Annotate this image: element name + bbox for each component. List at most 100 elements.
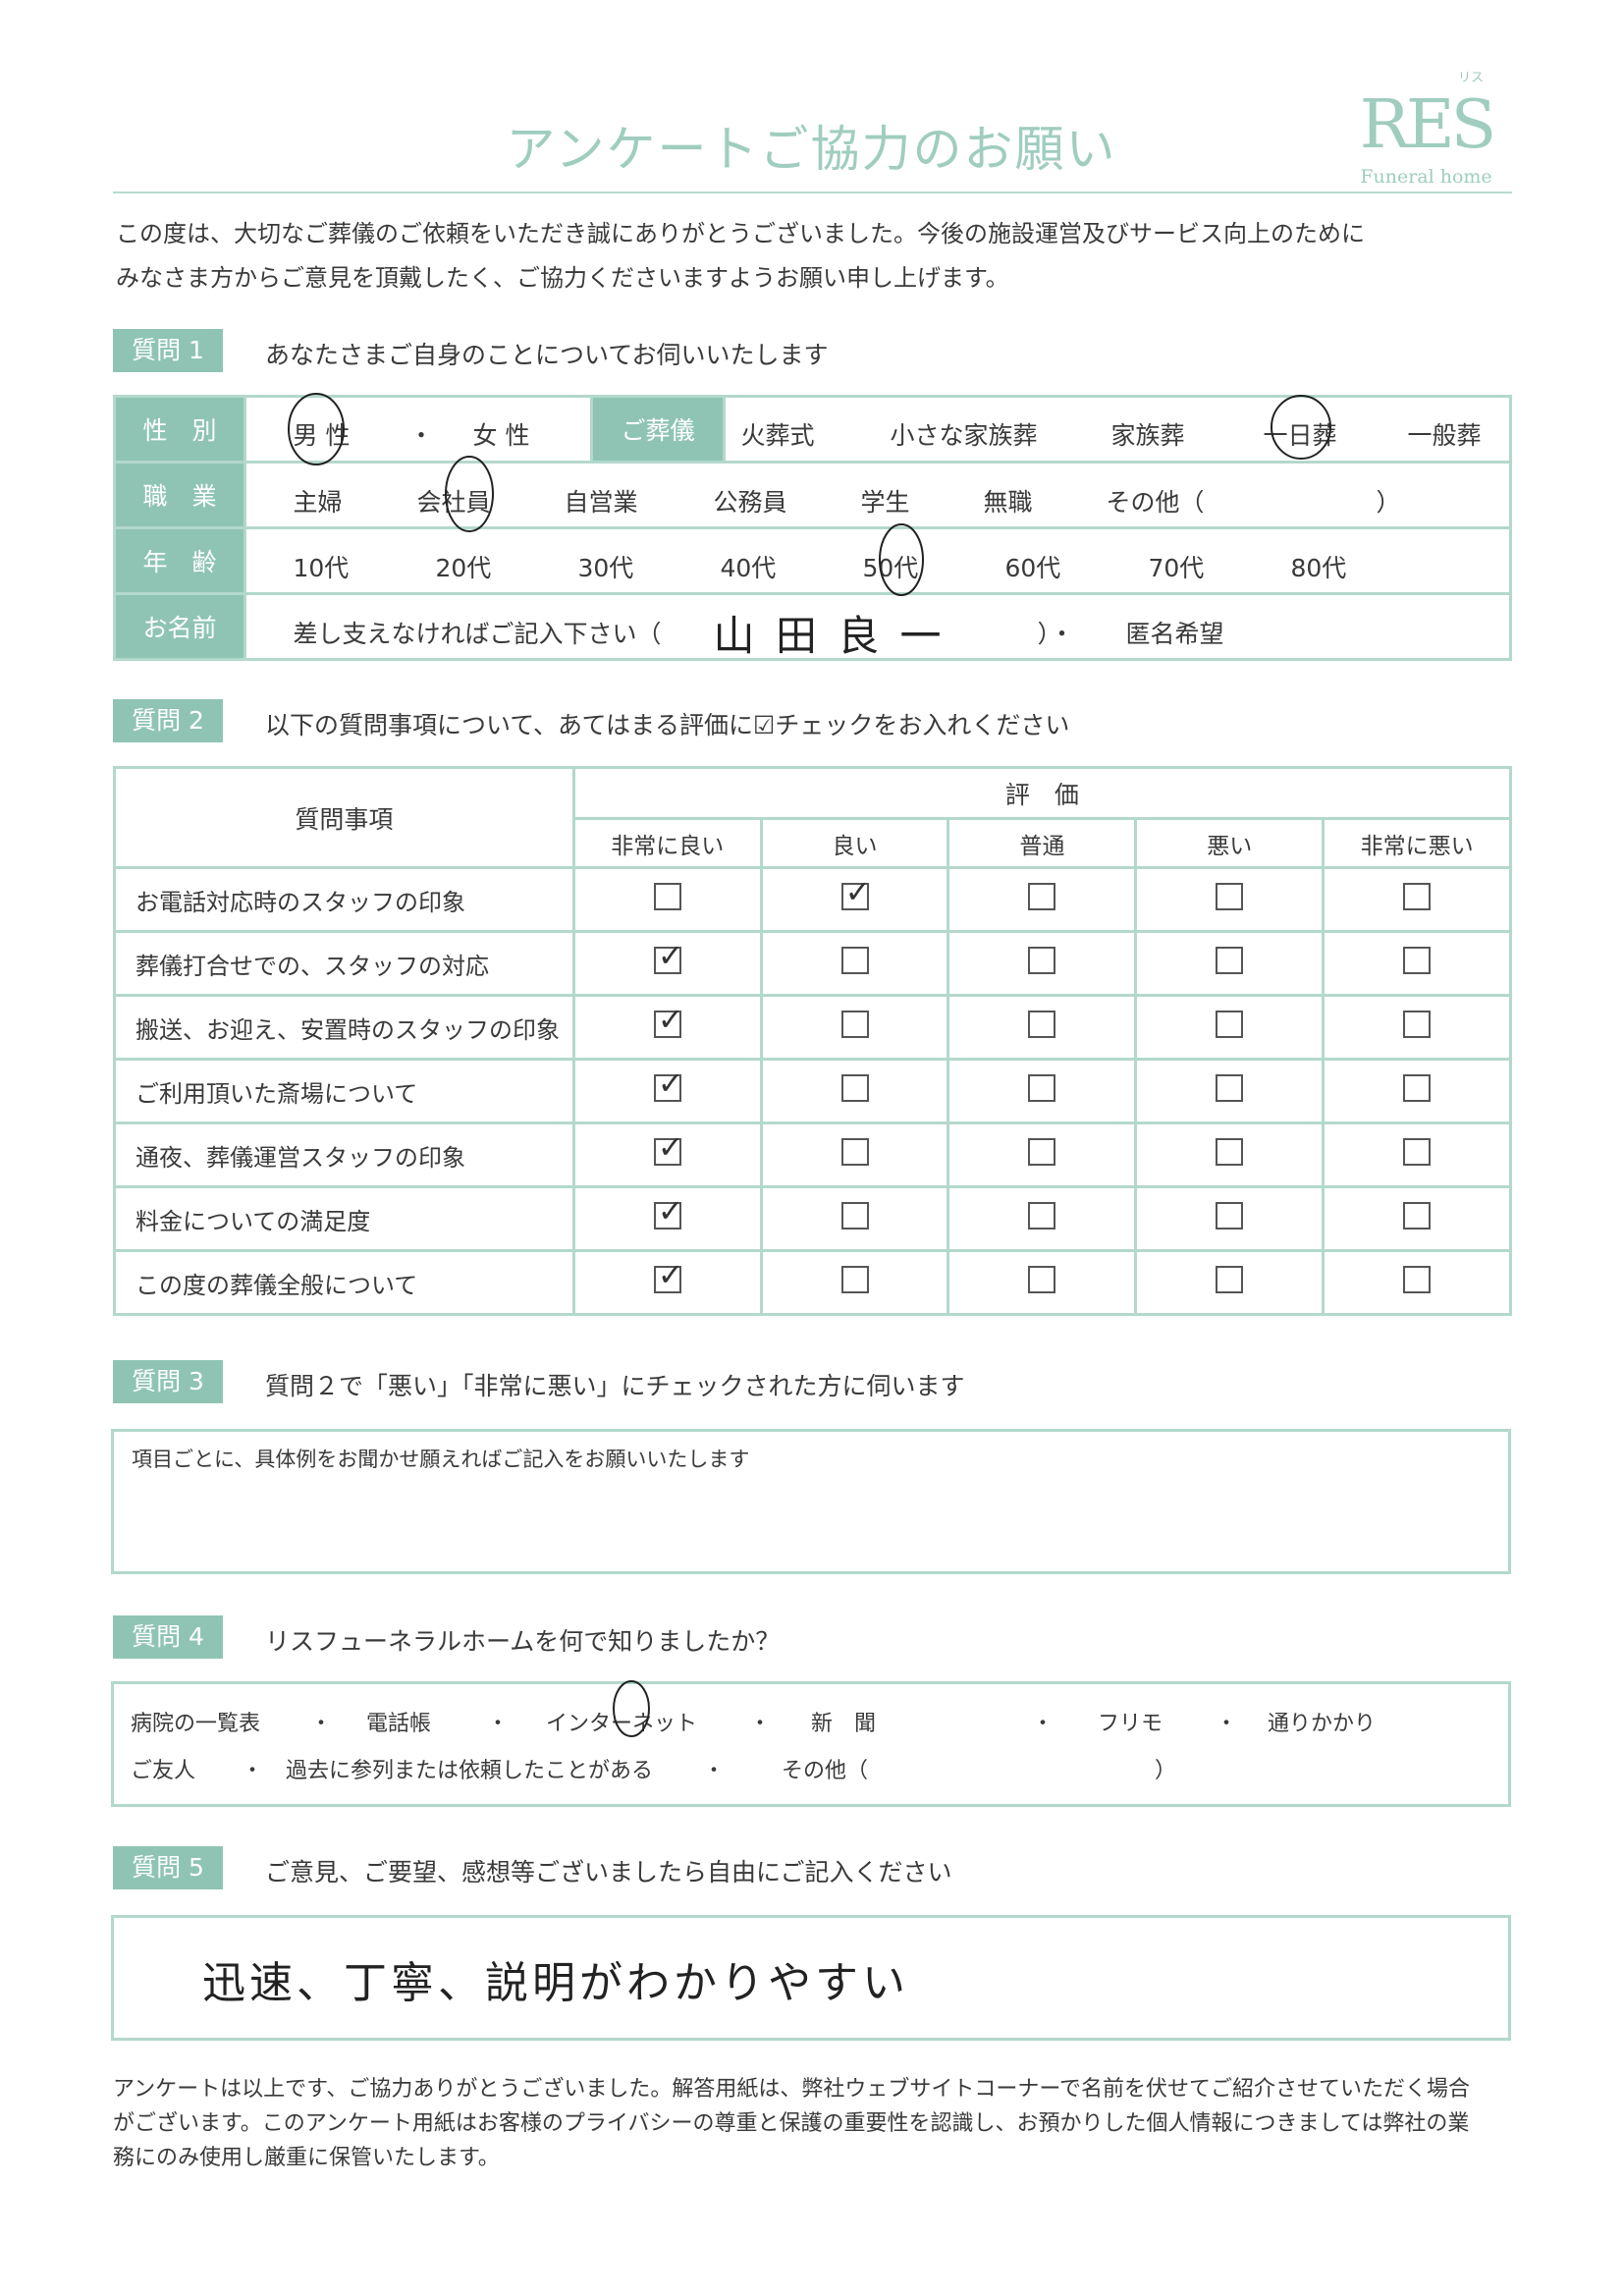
rating-checkbox[interactable] (1028, 1011, 1056, 1038)
rating-cell (1134, 930, 1325, 997)
rating-cell (947, 1185, 1138, 1252)
rating-cell (759, 930, 950, 997)
rating-checkbox[interactable] (1216, 1266, 1244, 1293)
source-option[interactable]: ご友人 (131, 1759, 196, 1783)
funeral-option[interactable]: 火葬式 (740, 420, 815, 450)
rating-cell: ✓ (571, 994, 763, 1061)
logo-main: RES (1359, 86, 1496, 164)
rating-checkbox[interactable]: ✓ (653, 937, 684, 974)
rating-checkbox[interactable]: ✓ (653, 1128, 684, 1166)
job-option[interactable]: 公務員 (713, 487, 787, 517)
rating-checkbox[interactable] (1028, 1138, 1056, 1166)
rating-checkbox[interactable] (1403, 1138, 1432, 1166)
rating-checkbox[interactable] (1403, 1011, 1432, 1038)
source-option[interactable]: その他（ (782, 1759, 869, 1783)
funeral-option[interactable]: 小さな家族葬 (890, 420, 1038, 450)
age-option[interactable]: 30代 (577, 553, 634, 582)
rating-checkbox[interactable] (1216, 1011, 1244, 1038)
q3-badge: 質問 3 (113, 1360, 223, 1403)
rating-checkbox[interactable] (840, 947, 869, 974)
funeral-option[interactable]: 家族葬 (1110, 420, 1185, 450)
rating-cell (947, 866, 1138, 933)
rating-checkbox[interactable] (840, 1074, 869, 1102)
job-option[interactable]: 会社員 (416, 487, 491, 517)
rating-checkbox[interactable] (1216, 1074, 1244, 1102)
rating-checkbox[interactable]: ✓ (653, 1001, 684, 1038)
q4-badge: 質問 4 (113, 1615, 223, 1659)
intro-line-2: みなさま方からご意見を頂戴したく、ご協力くださいますようお願い申し上げます。 (116, 264, 1009, 292)
rating-checkbox[interactable] (840, 1011, 869, 1038)
source-option[interactable]: 新 聞 (811, 1712, 877, 1736)
funeral-option[interactable]: 一日葬 (1263, 420, 1337, 450)
rating-checkbox[interactable] (840, 1138, 869, 1166)
funeral-option[interactable]: 一般葬 (1407, 420, 1482, 450)
gender-male[interactable]: 男 性 (293, 420, 351, 450)
job-option[interactable]: 主婦 (293, 487, 343, 517)
check-mark-icon: ✓ (657, 1192, 684, 1230)
rating-checkbox[interactable] (1216, 1138, 1244, 1166)
age-option[interactable]: 60代 (1004, 553, 1061, 582)
source-option[interactable]: 通りかかり (1268, 1712, 1377, 1736)
age-option[interactable]: 40代 (720, 553, 777, 582)
rating-cell (759, 1058, 950, 1124)
source-option[interactable]: 病院の一覧表 (131, 1712, 261, 1736)
q3-answer-box[interactable]: 項目ごとに、具体例をお聞かせ願えればご記入をお願いいたします (111, 1429, 1511, 1574)
q5-answer-box[interactable]: 迅速、丁寧、説明がわかりやすい (111, 1915, 1511, 2041)
intro-line-1: この度は、大切なご葬儀のご依頼をいただき誠にありがとうございました。今後の施設運… (116, 220, 1365, 247)
column-header: 非常に良い (571, 817, 763, 869)
age-option[interactable]: 10代 (293, 553, 350, 582)
rating-checkbox[interactable] (653, 883, 681, 910)
separator: ・ (310, 1712, 333, 1736)
rating-checkbox[interactable] (1028, 947, 1056, 974)
rating-checkbox[interactable]: ✓ (653, 1065, 684, 1102)
q1-text: あなたさまご自身のことについてお伺いいたします (265, 341, 829, 369)
rating-checkbox[interactable] (1216, 1202, 1244, 1230)
job-option[interactable]: 無職 (983, 487, 1033, 517)
rating-cell (1322, 866, 1512, 933)
rating-cell (1322, 1121, 1512, 1188)
rating-checkbox[interactable]: ✓ (653, 1256, 684, 1293)
rating-checkbox[interactable] (1403, 1202, 1432, 1230)
rating-checkbox[interactable] (1028, 1202, 1056, 1230)
rating-checkbox[interactable] (840, 1266, 869, 1293)
rating-cell (947, 1121, 1138, 1188)
age-option[interactable]: 20代 (435, 553, 492, 582)
rating-checkbox[interactable] (1403, 883, 1432, 910)
rating-checkbox[interactable] (1028, 1266, 1056, 1293)
name-field[interactable]: 山 田 良 一 (713, 611, 946, 660)
logo: リス RES Funeral home (1355, 71, 1497, 187)
rating-checkbox[interactable] (1216, 947, 1244, 974)
rating-checkbox[interactable] (1028, 883, 1056, 910)
check-mark-icon: ✓ (844, 873, 872, 910)
job-option[interactable]: 自営業 (564, 487, 638, 517)
rating-cell (759, 994, 950, 1061)
rating-checkbox[interactable] (1403, 1074, 1432, 1102)
rating-checkbox[interactable] (1403, 947, 1432, 974)
gender-female[interactable]: 女 性 (472, 420, 530, 450)
rating-checkbox[interactable]: ✓ (840, 873, 871, 910)
source-option[interactable]: 電話帳 (366, 1712, 432, 1736)
age-option[interactable]: 80代 (1290, 553, 1347, 582)
rating-checkbox[interactable] (1028, 1074, 1056, 1102)
job-option[interactable]: その他（ (1106, 487, 1205, 517)
job-label: 職 業 (113, 461, 246, 529)
rating-cell (1322, 930, 1512, 997)
rating-checkbox[interactable] (1216, 883, 1244, 910)
rating-cell (759, 1185, 950, 1252)
rating-cell: ✓ (571, 1121, 763, 1188)
source-option[interactable]: フリモ (1098, 1712, 1163, 1736)
rating-cell (1134, 1058, 1325, 1124)
job-option[interactable]: 学生 (860, 487, 910, 517)
rating-cell (1322, 1185, 1512, 1252)
rating-checkbox[interactable] (840, 1202, 869, 1230)
source-option[interactable]: 過去に参列または依頼したことがある (286, 1759, 654, 1783)
check-mark-icon: ✓ (657, 1256, 684, 1293)
age-option[interactable]: 70代 (1148, 553, 1205, 582)
source-option[interactable]: インターネット (546, 1712, 698, 1736)
anonymous-option[interactable]: 匿名希望 (1125, 619, 1224, 648)
age-option[interactable]: 50代 (862, 553, 919, 582)
check-mark-icon: ✓ (657, 1128, 684, 1166)
rating-checkbox[interactable]: ✓ (653, 1192, 684, 1230)
rating-checkbox[interactable] (1403, 1266, 1432, 1293)
